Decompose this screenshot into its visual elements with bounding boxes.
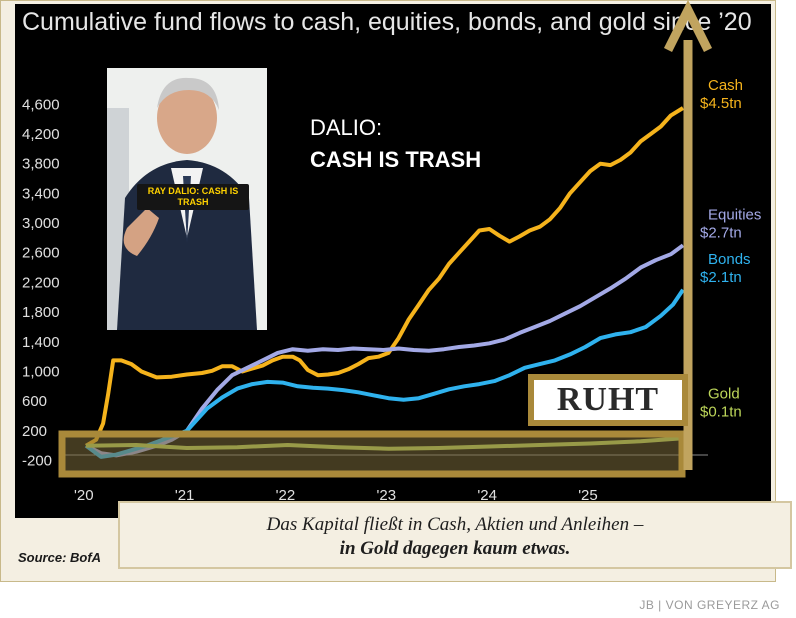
series-value-cash: $4.5tn: [700, 95, 742, 112]
growth-arrow-head: [663, 0, 713, 53]
status-box-ruht: RUHT: [528, 374, 688, 426]
series-value-equities: $2.7tn: [700, 224, 742, 241]
y-tick-label: 2,200: [22, 274, 60, 291]
series-end-labels: Cash$4.5tn Equities$2.7tn Bonds$2.1tn Gold$…: [700, 77, 761, 420]
dalio-headline: DALIO: CASH IS TRASH: [310, 112, 481, 176]
series-name-equities: Equities: [708, 206, 761, 223]
x-tick-label: '24: [477, 487, 497, 504]
series-line-cash: [84, 106, 685, 448]
ray-dalio-photo: RAY DALIO: CASH IS TRASH: [107, 68, 267, 330]
series-value-gold: $0.1tn: [700, 403, 742, 420]
y-tick-label: 3,000: [22, 215, 60, 232]
y-tick-label: 1,400: [22, 334, 60, 351]
x-tick-label: '20: [74, 487, 94, 504]
y-axis: 4,600 4,200 3,800 3,400 3,000 2,600 2,200 1,800…: [22, 96, 60, 469]
y-tick-label: 4,200: [22, 126, 60, 143]
y-tick-label: 1,000: [22, 364, 60, 381]
headline-line-1: DALIO:: [310, 115, 383, 140]
series-value-bonds: $2.1tn: [700, 269, 742, 286]
credit-line: JB | VON GREYERZ AG: [639, 598, 780, 612]
y-tick-label: 3,800: [22, 156, 60, 173]
photo-caption: RAY DALIO: CASH IS TRASH: [137, 184, 249, 210]
caption-line-1: Das Kapital fließt in Cash, Aktien und A…: [266, 514, 644, 535]
x-tick-label: '21: [175, 487, 195, 504]
caption-line-2: in Gold dagegen kaum etwas.: [339, 538, 571, 559]
x-tick-label: '23: [377, 487, 397, 504]
gold-highlight-band: [58, 430, 686, 478]
series-name-bonds: Bonds: [708, 251, 751, 268]
y-tick-label: 200: [22, 423, 47, 440]
y-tick-label: 3,400: [22, 185, 60, 202]
caption-box: Das Kapital fließt in Cash, Aktien und A…: [118, 501, 792, 569]
x-axis: '20 '21 '22 '23 '24 '25: [74, 487, 598, 504]
source-note: Source: BofA: [18, 550, 102, 565]
x-tick-label: '22: [276, 487, 296, 504]
y-tick-label: 600: [22, 393, 47, 410]
series-name-cash: Cash: [708, 77, 743, 94]
y-tick-label: 2,600: [22, 245, 60, 262]
series-name-gold: Gold: [708, 385, 740, 402]
headline-line-2: CASH IS TRASH: [310, 147, 482, 172]
y-tick-label: 4,600: [22, 96, 60, 113]
series-line-bonds: [84, 288, 685, 459]
x-tick-label: '25: [578, 487, 598, 504]
y-tick-label: 1,800: [22, 304, 60, 321]
chart-title: Cumulative fund flows to cash, equities,…: [22, 8, 752, 36]
y-tick-label: -200: [22, 453, 52, 470]
